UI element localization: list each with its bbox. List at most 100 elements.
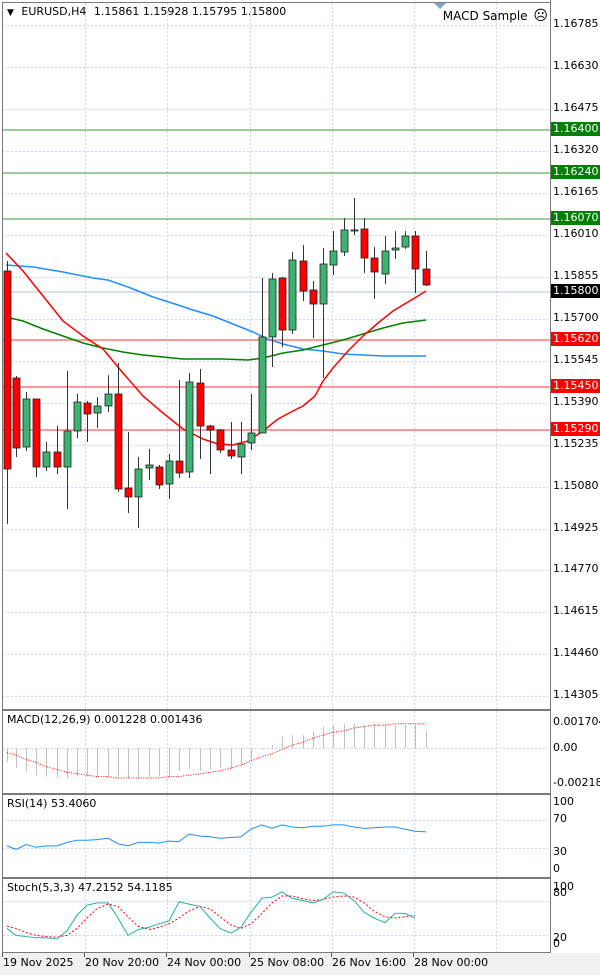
stoch-label: Stoch(5,3,3) 47.2152 54.1185 [7, 881, 173, 894]
time-label: 24 Nov 00:00 [167, 956, 242, 969]
candle-body [22, 398, 31, 448]
candle [3, 261, 12, 524]
candle [350, 198, 359, 235]
candle-body [411, 235, 420, 270]
rsi-pane[interactable]: RSI(14) 53.4060 [2, 794, 551, 878]
price-tick: 1.16630 [553, 59, 599, 72]
candle-body [288, 259, 297, 331]
current-price-tag: 1.15800 [551, 284, 600, 298]
price-tick: 1.15545 [553, 353, 599, 366]
stoch-main-line [6, 891, 416, 940]
candle-body [391, 247, 400, 251]
rsi-label: RSI(14) 53.4060 [7, 797, 97, 810]
time-tick [413, 953, 414, 957]
rsi-axis: 100 70 30 0 [550, 794, 600, 876]
price-tick: 1.14460 [553, 646, 599, 659]
candle-body [247, 432, 256, 444]
candle [411, 231, 420, 293]
slow-ma-line [5, 264, 426, 357]
candle-body [53, 451, 62, 468]
candle-body [350, 229, 359, 232]
time-label: 28 Nov 00:00 [414, 956, 489, 969]
time-label: 19 Nov 2025 [3, 956, 74, 969]
candle [206, 425, 215, 474]
candle [278, 277, 287, 347]
price-axis[interactable]: 1.16785 1.16630 1.16475 1.16320 1.16165 1.160… [550, 0, 600, 710]
stochastic-pane[interactable]: Stoch(5,3,3) 47.2152 54.1185 [2, 878, 551, 953]
candle [216, 429, 225, 453]
rsi-axis-30: 30 [553, 845, 567, 858]
resistance-level-tag: 1.16240 [551, 165, 600, 179]
candle-body [32, 398, 41, 468]
candle [401, 231, 410, 249]
expert-advisor-label[interactable]: MACD Sample ☹ [443, 8, 548, 24]
candle-body [124, 487, 133, 498]
price-tick: 1.15855 [553, 269, 599, 282]
candle-body [42, 451, 51, 468]
candle-body [3, 270, 12, 470]
candle-body [185, 381, 194, 473]
candle [104, 375, 113, 412]
macd-signal-line [6, 723, 426, 779]
rsi-axis-100: 100 [553, 795, 574, 808]
collapse-triangle-icon[interactable]: ▼ [7, 8, 14, 18]
candle [422, 251, 431, 286]
time-label: 20 Nov 20:00 [85, 956, 160, 969]
price-tick: 1.15700 [553, 311, 599, 324]
candle [83, 401, 92, 442]
stochastic-chart [3, 879, 550, 952]
candle-body [73, 401, 82, 432]
candle-body [309, 289, 318, 305]
mid-ma-line [5, 316, 427, 361]
candle [93, 397, 102, 428]
candlestick-chart[interactable] [3, 3, 550, 709]
candle-body [216, 429, 225, 451]
price-tick: 1.14925 [553, 521, 599, 534]
candle [370, 247, 379, 299]
chart-shift-marker[interactable] [434, 3, 446, 9]
macd-pane[interactable]: MACD(12,26,9) 0.001228 0.001436 [2, 710, 551, 794]
time-axis[interactable]: 19 Nov 2025 20 Nov 20:00 24 Nov 00:00 25 No… [0, 953, 600, 975]
time-label: 25 Nov 08:00 [250, 956, 325, 969]
support-level-tag: 1.15290 [551, 422, 600, 436]
candle [288, 252, 297, 334]
candle [340, 218, 349, 256]
candle [124, 432, 133, 513]
resistance-level-tag: 1.16400 [551, 122, 600, 136]
price-tick: 1.16165 [553, 185, 599, 198]
candle [73, 394, 82, 438]
macd-label: MACD(12,26,9) 0.001228 0.001436 [7, 713, 203, 726]
time-tick [249, 953, 250, 957]
stoch-axis-80: 80 [553, 886, 567, 899]
rsi-line [6, 824, 427, 850]
candle [268, 273, 277, 367]
macd-axis-top: 0.001704 [553, 715, 600, 728]
candle [175, 380, 184, 478]
price-tick: 1.16475 [553, 101, 599, 114]
expert-name: MACD Sample [442, 9, 528, 23]
price-tick: 1.15390 [553, 395, 599, 408]
candle [299, 245, 308, 301]
candle-body [381, 250, 390, 275]
price-tick: 1.16010 [553, 227, 599, 240]
candle [185, 373, 194, 478]
price-chart-pane[interactable]: ▼ EURUSD,H4 1.15861 1.15928 1.15795 1.15… [2, 2, 551, 710]
price-tick: 1.14305 [553, 688, 599, 701]
candle-body [155, 466, 164, 486]
stoch-axis-20: 20 [553, 931, 567, 944]
candle [329, 231, 338, 275]
candle [53, 426, 62, 474]
price-tick: 1.16320 [553, 143, 599, 156]
candle [12, 376, 21, 457]
stoch-axis-100: 100 [553, 880, 574, 893]
stoch-axis-0: 0 [553, 937, 560, 950]
candle-body [258, 336, 267, 434]
candle-body [134, 468, 143, 498]
candle-body [114, 393, 123, 490]
candle-body [165, 460, 174, 485]
time-tick [2, 953, 3, 957]
candle [155, 465, 164, 489]
candle [237, 422, 246, 474]
candle [32, 398, 41, 477]
time-tick [331, 953, 332, 957]
